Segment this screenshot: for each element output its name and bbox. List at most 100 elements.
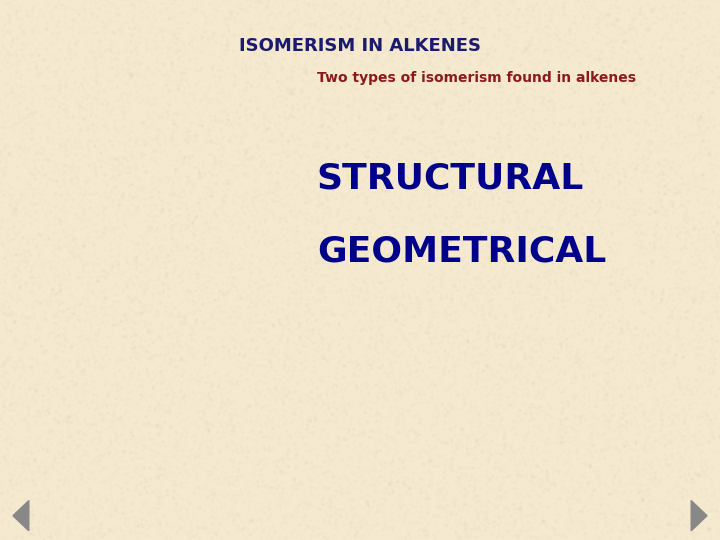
Point bbox=[134, 8, 145, 17]
Point bbox=[346, 525, 357, 534]
Point bbox=[478, 134, 490, 143]
Point bbox=[104, 216, 115, 225]
Point bbox=[283, 90, 294, 99]
Point bbox=[504, 125, 516, 133]
Point bbox=[675, 279, 686, 287]
Point bbox=[593, 414, 605, 422]
Point bbox=[384, 459, 395, 468]
Point bbox=[135, 186, 146, 194]
Point bbox=[423, 237, 434, 246]
Point bbox=[662, 320, 674, 328]
Point bbox=[75, 148, 86, 157]
Point bbox=[14, 57, 26, 66]
Point bbox=[429, 380, 441, 389]
Point bbox=[505, 137, 516, 146]
Point bbox=[148, 213, 159, 221]
Point bbox=[112, 415, 124, 424]
Point bbox=[187, 220, 199, 228]
Point bbox=[705, 315, 716, 324]
Point bbox=[544, 30, 555, 39]
Point bbox=[617, 214, 629, 222]
Point bbox=[369, 373, 380, 382]
Point bbox=[9, 438, 20, 447]
Point bbox=[124, 105, 135, 113]
Point bbox=[492, 79, 504, 87]
Point bbox=[213, 409, 225, 418]
Point bbox=[194, 292, 205, 300]
Point bbox=[325, 126, 337, 134]
Point bbox=[433, 356, 445, 364]
Point bbox=[574, 329, 585, 338]
Point bbox=[225, 334, 236, 342]
Point bbox=[578, 14, 590, 22]
Point bbox=[217, 487, 229, 496]
Point bbox=[70, 138, 81, 147]
Point bbox=[310, 246, 322, 254]
Point bbox=[607, 173, 618, 181]
Point bbox=[651, 221, 662, 230]
Point bbox=[112, 380, 123, 388]
Point bbox=[697, 57, 708, 66]
Point bbox=[435, 48, 446, 57]
Point bbox=[435, 125, 446, 134]
Point bbox=[380, 18, 392, 27]
Point bbox=[477, 193, 489, 201]
Point bbox=[557, 294, 569, 302]
Point bbox=[117, 484, 128, 493]
Point bbox=[675, 246, 686, 254]
Point bbox=[501, 347, 513, 355]
Point bbox=[711, 8, 720, 17]
Point bbox=[428, 255, 440, 264]
Point bbox=[186, 482, 198, 490]
Point bbox=[371, 427, 382, 436]
Point bbox=[563, 154, 575, 163]
Point bbox=[391, 29, 402, 38]
Point bbox=[323, 455, 335, 463]
Point bbox=[17, 459, 28, 468]
Point bbox=[404, 293, 415, 301]
Point bbox=[642, 416, 654, 425]
Point bbox=[701, 148, 713, 157]
Point bbox=[697, 344, 708, 353]
Point bbox=[32, 524, 44, 533]
Point bbox=[130, 132, 141, 140]
Point bbox=[662, 330, 673, 339]
Point bbox=[690, 430, 702, 438]
Point bbox=[104, 212, 116, 220]
Point bbox=[274, 437, 286, 445]
Point bbox=[579, 0, 590, 6]
Point bbox=[351, 167, 362, 176]
Point bbox=[498, 253, 510, 261]
Point bbox=[204, 514, 215, 523]
Point bbox=[222, 529, 234, 538]
Point bbox=[100, 158, 112, 167]
Point bbox=[91, 445, 103, 454]
Point bbox=[243, 402, 255, 410]
Point bbox=[268, 238, 279, 246]
Point bbox=[60, 25, 71, 34]
Point bbox=[534, 12, 546, 21]
Point bbox=[613, 286, 625, 294]
Point bbox=[441, 411, 452, 420]
Point bbox=[227, 281, 238, 290]
Point bbox=[73, 456, 85, 465]
Point bbox=[634, 51, 646, 59]
Point bbox=[552, 348, 564, 357]
Point bbox=[572, 202, 584, 211]
Point bbox=[75, 139, 86, 147]
Point bbox=[598, 168, 609, 177]
Point bbox=[125, 0, 137, 8]
Point bbox=[377, 104, 389, 112]
Point bbox=[10, 359, 22, 367]
Point bbox=[37, 268, 49, 277]
Point bbox=[554, 321, 566, 330]
Point bbox=[229, 494, 240, 503]
Point bbox=[458, 300, 469, 308]
Point bbox=[45, 96, 57, 104]
Point bbox=[342, 15, 354, 24]
Point bbox=[568, 267, 580, 275]
Point bbox=[646, 218, 657, 227]
Point bbox=[210, 529, 221, 538]
Point bbox=[447, 402, 459, 410]
Point bbox=[166, 58, 177, 67]
